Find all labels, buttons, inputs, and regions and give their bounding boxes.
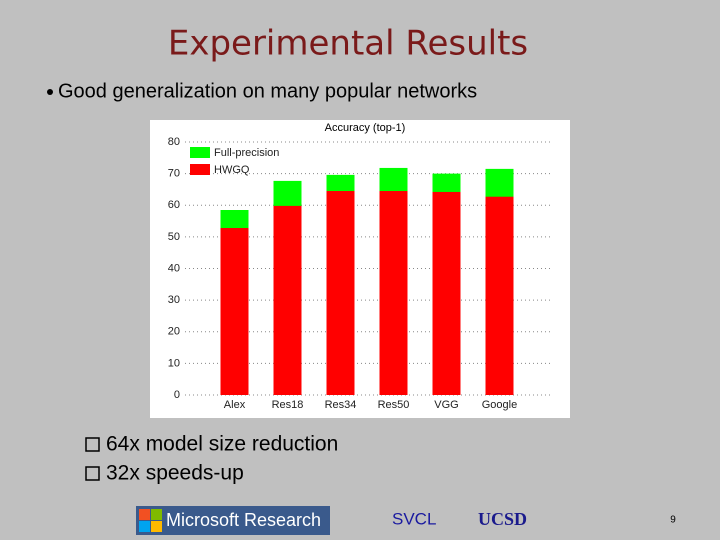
logo-square — [151, 521, 162, 532]
school: UCSD — [478, 509, 527, 529]
chart-title: Accuracy (top-1) — [325, 122, 406, 134]
x-tick-label: Res34 — [325, 399, 357, 411]
bar — [326, 191, 355, 395]
bullet: Good generalization on many popular netw… — [58, 80, 477, 102]
y-tick-label: 80 — [168, 136, 180, 148]
x-tick-label: Google — [482, 399, 517, 411]
legend-swatch — [190, 164, 210, 175]
x-tick-label: Alex — [224, 399, 246, 411]
logo-square — [139, 521, 150, 532]
y-tick-label: 20 — [168, 326, 180, 338]
page-number: 9 — [670, 515, 676, 526]
y-tick-label: 10 — [168, 357, 180, 369]
legend-label: HWGQ — [214, 164, 250, 176]
y-tick-label: 0 — [174, 389, 180, 401]
legend-label: Full-precision — [214, 147, 279, 159]
legend-swatch — [190, 147, 210, 158]
x-tick-label: Res50 — [378, 399, 410, 411]
slide-title: Experimental Results — [168, 24, 528, 64]
y-tick-label: 70 — [168, 168, 180, 180]
point: 64x model size reduction — [106, 433, 338, 456]
y-tick-label: 30 — [168, 294, 180, 306]
bar — [273, 205, 302, 395]
x-tick-label: Res18 — [272, 399, 304, 411]
ms-logo: Microsoft Research — [136, 506, 330, 535]
logo-square — [139, 509, 150, 520]
bar — [485, 196, 514, 395]
y-tick-label: 40 — [168, 262, 180, 274]
logo-text: Microsoft Research — [166, 510, 321, 530]
checkbox — [85, 466, 100, 481]
logo-box — [136, 506, 330, 535]
x-tick-label: VGG — [434, 399, 458, 411]
bar — [220, 228, 249, 395]
bar — [379, 191, 408, 395]
point: 32x speeds-up — [106, 462, 244, 485]
checkbox — [85, 437, 100, 452]
logo-square — [151, 509, 162, 520]
y-tick-label: 50 — [168, 231, 180, 243]
y-tick-label: 60 — [168, 199, 180, 211]
bullet-dot — [47, 89, 53, 95]
lab: SVCL — [392, 509, 436, 528]
bar — [432, 191, 461, 395]
